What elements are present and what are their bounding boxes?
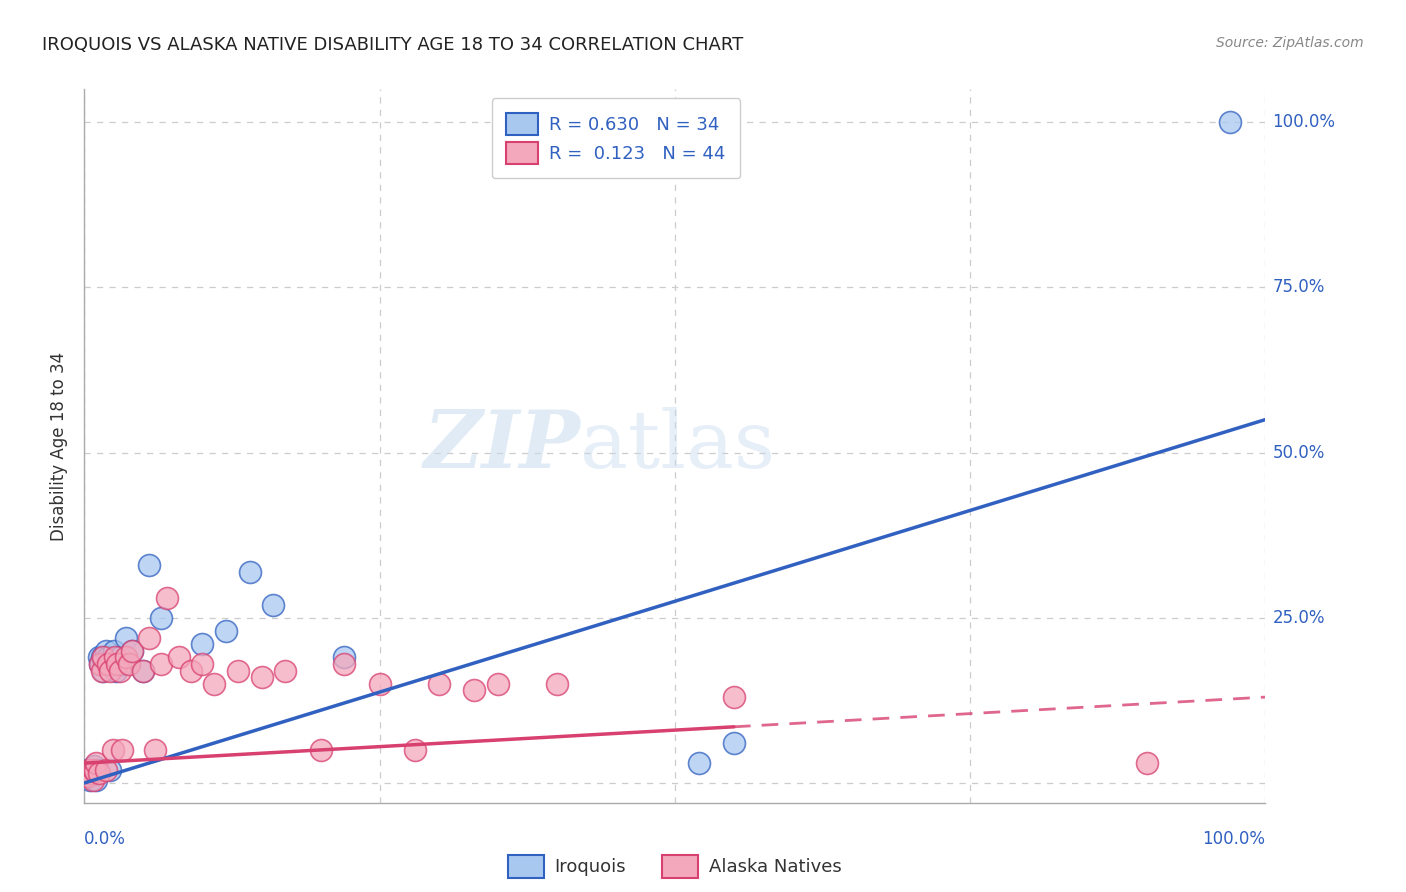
Point — [150, 611, 173, 625]
Point — [91, 664, 114, 678]
Point — [82, 763, 104, 777]
Point — [121, 644, 143, 658]
Point — [1136, 756, 1159, 771]
Text: IROQUOIS VS ALASKA NATIVE DISABILITY AGE 18 TO 34 CORRELATION CHART: IROQUOIS VS ALASKA NATIVE DISABILITY AGE… — [42, 36, 744, 54]
Point — [107, 657, 129, 671]
Point — [84, 764, 107, 778]
Point — [98, 763, 121, 777]
Point — [97, 657, 120, 671]
Point — [97, 650, 120, 665]
Text: atlas: atlas — [581, 407, 776, 485]
Point — [87, 650, 110, 665]
Point — [138, 631, 160, 645]
Point — [723, 736, 745, 750]
Point — [84, 756, 107, 771]
Point — [333, 657, 356, 671]
Point — [82, 772, 104, 787]
Point — [114, 631, 136, 645]
Point — [76, 769, 98, 783]
Point — [79, 772, 101, 787]
Point — [121, 644, 143, 658]
Point — [404, 743, 426, 757]
Point — [132, 664, 155, 678]
Point — [132, 664, 155, 678]
Point — [202, 677, 225, 691]
Point — [104, 650, 127, 665]
Point — [463, 683, 485, 698]
Point — [108, 650, 131, 665]
Point — [83, 759, 105, 773]
Point — [89, 657, 111, 671]
Text: 100.0%: 100.0% — [1272, 113, 1336, 131]
Point — [486, 677, 509, 691]
Legend: Iroquois, Alaska Natives: Iroquois, Alaska Natives — [499, 847, 851, 887]
Point — [191, 637, 214, 651]
Point — [118, 657, 141, 671]
Point — [89, 657, 111, 671]
Point — [138, 558, 160, 572]
Point — [111, 657, 134, 671]
Point — [250, 670, 273, 684]
Point — [143, 743, 166, 757]
Point — [84, 766, 107, 780]
Point — [103, 644, 125, 658]
Point — [91, 650, 114, 665]
Point — [191, 657, 214, 671]
Y-axis label: Disability Age 18 to 34: Disability Age 18 to 34 — [51, 351, 69, 541]
Point — [79, 766, 101, 780]
Text: 0.0%: 0.0% — [84, 830, 127, 847]
Point — [111, 743, 134, 757]
Point — [368, 677, 391, 691]
Point — [180, 664, 202, 678]
Point — [262, 598, 284, 612]
Point — [239, 565, 262, 579]
Point — [309, 743, 332, 757]
Point — [77, 763, 100, 777]
Text: 100.0%: 100.0% — [1202, 830, 1265, 847]
Point — [150, 657, 173, 671]
Text: 50.0%: 50.0% — [1272, 443, 1324, 461]
Point — [94, 763, 117, 777]
Point — [274, 664, 297, 678]
Point — [215, 624, 238, 638]
Point — [77, 766, 100, 780]
Point — [98, 664, 121, 678]
Point — [76, 769, 98, 783]
Point — [91, 650, 114, 665]
Text: 25.0%: 25.0% — [1272, 609, 1324, 627]
Point — [80, 769, 103, 783]
Point — [84, 772, 107, 787]
Point — [688, 756, 710, 771]
Point — [105, 664, 128, 678]
Point — [427, 677, 450, 691]
Point — [86, 763, 108, 777]
Point — [77, 763, 100, 777]
Point — [1219, 115, 1241, 129]
Text: ZIP: ZIP — [423, 408, 581, 484]
Point — [156, 591, 179, 605]
Point — [723, 690, 745, 704]
Point — [114, 650, 136, 665]
Point — [108, 664, 131, 678]
Text: Source: ZipAtlas.com: Source: ZipAtlas.com — [1216, 36, 1364, 50]
Point — [87, 766, 110, 780]
Point — [91, 664, 114, 678]
Text: 75.0%: 75.0% — [1272, 278, 1324, 296]
Point — [226, 664, 249, 678]
Point — [83, 763, 105, 777]
Point — [101, 743, 124, 757]
Point — [546, 677, 568, 691]
Point — [167, 650, 190, 665]
Point — [94, 644, 117, 658]
Point — [333, 650, 356, 665]
